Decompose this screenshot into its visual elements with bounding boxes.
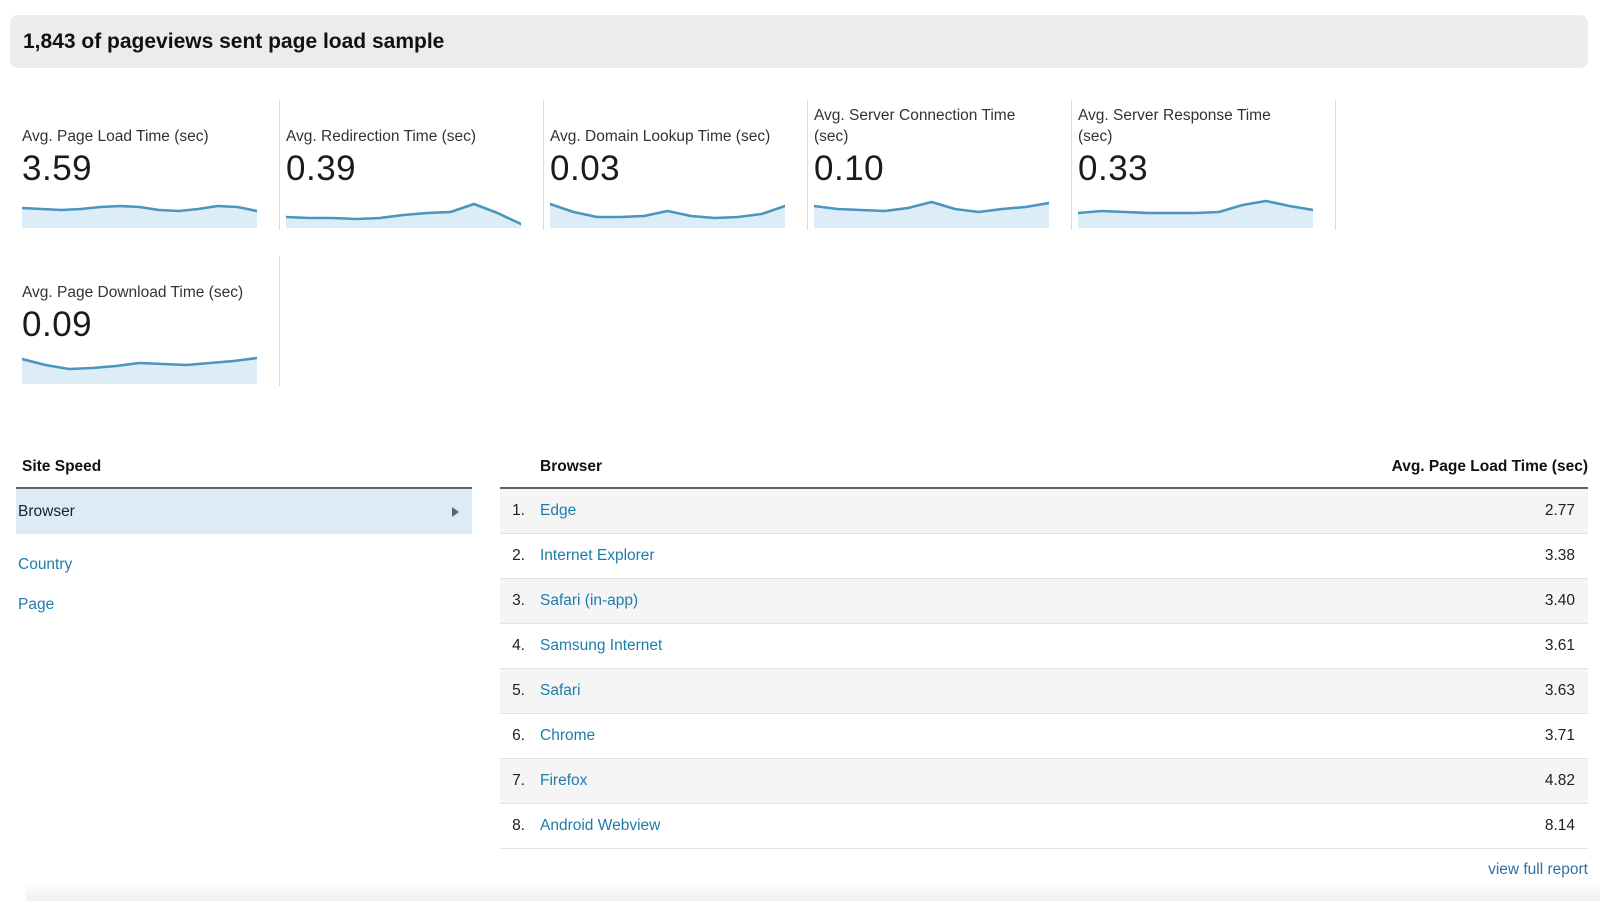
- metric-title: Avg. Server Connection Time (sec): [814, 107, 1016, 145]
- browser-link-safari[interactable]: Safari: [540, 682, 581, 699]
- scorecard-row-2: Avg. Page Download Time (sec) 0.09: [16, 256, 1336, 386]
- browser-link-firefox[interactable]: Firefox: [540, 772, 588, 789]
- browser-link-android-webview[interactable]: Android Webview: [540, 817, 661, 834]
- metric-value: 0.10: [814, 149, 885, 188]
- table-header-row: Browser Avg. Page Load Time (sec): [500, 458, 1588, 489]
- metric-value: 0.33: [1078, 149, 1149, 188]
- next-widget-edge: [26, 885, 1600, 901]
- browser-link-samsung-internet[interactable]: Samsung Internet: [540, 637, 663, 654]
- view-full-report-link[interactable]: view full report: [1488, 861, 1588, 878]
- row-rank: 8.: [512, 817, 525, 834]
- widget-title-bar: 1,843 of pageviews sent page load sample: [10, 15, 1588, 68]
- metric-title: Avg. Page Download Time (sec): [22, 284, 244, 301]
- table-row: 8. Android Webview 8.14: [500, 804, 1588, 849]
- row-value: 3.38: [1544, 547, 1575, 564]
- table-row: 5. Safari 3.63: [500, 669, 1588, 714]
- scorecard-page-load-time: Avg. Page Load Time (sec) 3.59: [16, 100, 280, 230]
- metric-title: Avg. Redirection Time (sec): [286, 128, 477, 145]
- row-value: 3.71: [1544, 727, 1575, 744]
- metric-value: 0.03: [550, 149, 621, 188]
- sparkline-chart: [814, 200, 1049, 228]
- column-header-avg-page-load-time: Avg. Page Load Time (sec): [1391, 458, 1588, 475]
- table-row: 4. Samsung Internet 3.61: [500, 624, 1588, 669]
- table-row: 7. Firefox 4.82: [500, 759, 1588, 804]
- browser-speed-table: Browser Avg. Page Load Time (sec) 1. Edg…: [500, 458, 1588, 879]
- scorecard-server-connection-time: Avg. Server Connection Time (sec) 0.10: [808, 100, 1072, 230]
- dimension-selector-panel: Site Speed Browser Country Page: [16, 458, 472, 879]
- dimension-item-country[interactable]: Country: [18, 556, 73, 573]
- scorecard-server-response-time: Avg. Server Response Time (sec) 0.33: [1072, 100, 1336, 230]
- dimension-item-browser[interactable]: Browser: [16, 489, 472, 534]
- row-rank: 7.: [512, 772, 525, 789]
- dimension-row-page: Page: [16, 574, 472, 614]
- sparkline-chart: [550, 202, 785, 228]
- table-row: 3. Safari (in-app) 3.40: [500, 579, 1588, 624]
- browser-link-safari-in-app[interactable]: Safari (in-app): [540, 592, 639, 609]
- browser-link-internet-explorer[interactable]: Internet Explorer: [540, 547, 655, 564]
- panel-title: Site Speed: [16, 458, 472, 489]
- dimension-item-label: Browser: [18, 502, 75, 520]
- table-row: 1. Edge 2.77: [500, 489, 1588, 534]
- row-value: 3.63: [1544, 682, 1575, 699]
- dimension-item-page[interactable]: Page: [18, 596, 55, 613]
- sparkline-chart: [286, 202, 521, 228]
- browser-link-chrome[interactable]: Chrome: [540, 727, 596, 744]
- row-rank: 4.: [512, 637, 525, 654]
- scorecard-section: Avg. Page Load Time (sec) 3.59 Avg. Redi…: [16, 100, 1336, 386]
- metric-title: Avg. Server Response Time (sec): [1078, 107, 1271, 145]
- row-value: 3.61: [1544, 637, 1575, 654]
- scorecard-redirection-time: Avg. Redirection Time (sec) 0.39: [280, 100, 544, 230]
- row-rank: 3.: [512, 592, 525, 609]
- scorecard-domain-lookup-time: Avg. Domain Lookup Time (sec) 0.03: [544, 100, 808, 230]
- dimension-row-country: Country: [16, 534, 472, 574]
- metric-value: 0.39: [286, 149, 357, 188]
- row-rank: 6.: [512, 727, 525, 744]
- row-value: 4.82: [1544, 772, 1575, 789]
- metric-value: 3.59: [22, 149, 93, 188]
- row-rank: 1.: [512, 502, 525, 519]
- row-value: 8.14: [1544, 817, 1575, 834]
- browser-link-edge[interactable]: Edge: [540, 502, 577, 519]
- column-header-browser: Browser: [540, 458, 603, 475]
- sparkline-chart: [22, 356, 257, 384]
- sparkline-chart: [22, 204, 257, 228]
- metric-value: 0.09: [22, 305, 93, 344]
- sparkline-chart: [1078, 199, 1313, 228]
- row-rank: 5.: [512, 682, 525, 699]
- report-section: Site Speed Browser Country Page Browser …: [16, 458, 1588, 879]
- metric-title: Avg. Page Load Time (sec): [22, 128, 209, 145]
- table-row: 2. Internet Explorer 3.38: [500, 534, 1588, 579]
- table-footer: view full report: [500, 849, 1588, 879]
- row-rank: 2.: [512, 547, 525, 564]
- scorecard-page-download-time: Avg. Page Download Time (sec) 0.09: [16, 256, 280, 386]
- row-value: 3.40: [1544, 592, 1575, 609]
- metric-title: Avg. Domain Lookup Time (sec): [550, 128, 771, 145]
- table-row: 6. Chrome 3.71: [500, 714, 1588, 759]
- scorecard-row-1: Avg. Page Load Time (sec) 3.59 Avg. Redi…: [16, 100, 1336, 230]
- row-value: 2.77: [1544, 502, 1575, 519]
- chevron-right-icon: [452, 506, 459, 517]
- widget-title: 1,843 of pageviews sent page load sample: [23, 29, 445, 53]
